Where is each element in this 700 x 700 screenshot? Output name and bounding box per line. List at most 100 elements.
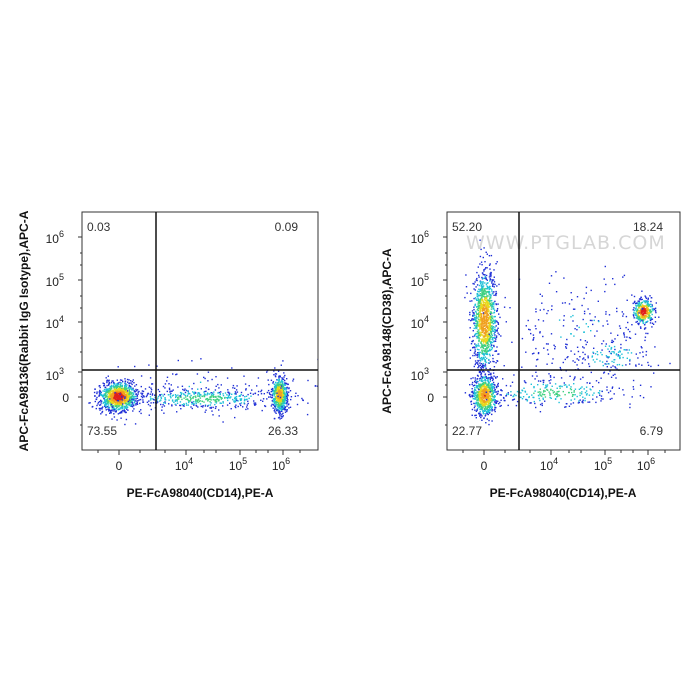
left-event-2180 <box>247 408 249 410</box>
right-event-971 <box>483 290 485 292</box>
left-event-2068 <box>286 391 288 393</box>
right-event-669 <box>481 345 484 347</box>
right-event-1559 <box>476 387 478 389</box>
left-event-880 <box>132 393 135 395</box>
left-event-391 <box>133 404 135 406</box>
right-event-608 <box>476 284 479 286</box>
left-event-1986 <box>276 389 278 391</box>
right-event-1384 <box>491 389 493 392</box>
right-event-857 <box>488 325 490 327</box>
right-event-838 <box>485 335 488 337</box>
left-event-1027 <box>119 390 121 393</box>
left-event-2042 <box>275 396 277 398</box>
right-event-2178 <box>574 376 576 378</box>
left-event-1747 <box>278 387 281 389</box>
left-event-234 <box>120 382 123 384</box>
right-event-1121 <box>464 392 467 394</box>
right-event-2618 <box>597 300 599 302</box>
right-event-2608 <box>492 372 495 374</box>
left-event-1999 <box>278 407 280 410</box>
right-event-2354 <box>585 390 588 392</box>
left-event-2124 <box>274 401 277 404</box>
right-event-672 <box>469 311 471 314</box>
right-event-823 <box>484 315 486 317</box>
right-event-2702 <box>583 357 585 359</box>
left-event-950 <box>116 396 118 399</box>
right-event-2033 <box>637 323 639 325</box>
right-event-1413 <box>480 402 482 404</box>
right-event-2024 <box>647 298 649 301</box>
left-event-853 <box>121 389 123 391</box>
right-event-2224 <box>511 381 514 383</box>
right-event-2115 <box>647 308 649 311</box>
left-event-1062 <box>100 400 103 402</box>
right-event-1095 <box>481 293 483 296</box>
right-event-1566 <box>484 385 486 387</box>
left-event-704 <box>121 400 123 402</box>
right-event-2081 <box>640 298 642 301</box>
left-event-438 <box>94 395 96 397</box>
right-event-1595 <box>493 399 495 401</box>
left-event-1454 <box>212 393 215 396</box>
left-event-1071 <box>123 391 125 393</box>
right-event-704 <box>487 304 489 306</box>
right-event-887 <box>491 293 494 295</box>
right-event-1230 <box>496 393 498 396</box>
right-plot: WWW.PTGLAB.COM 52.20 18.24 22.77 6.79 0 … <box>380 211 681 500</box>
right-event-1798 <box>485 401 488 403</box>
right-event-548 <box>478 365 480 367</box>
right-event-2045 <box>645 307 648 309</box>
right-event-1460 <box>482 392 485 395</box>
right-event-2385 <box>537 394 540 397</box>
right-event-163 <box>490 294 492 296</box>
right-event-2407 <box>546 385 548 388</box>
left-event-483 <box>137 391 139 393</box>
right-event-2560 <box>617 334 619 336</box>
right-event-928 <box>477 313 479 315</box>
right-event-1711 <box>487 393 490 395</box>
left-event-1119 <box>232 387 234 389</box>
left-event-1318 <box>189 396 191 398</box>
right-event-2167 <box>574 388 577 390</box>
left-event-721 <box>106 398 109 400</box>
right-event-617 <box>493 286 495 288</box>
right-event-646 <box>484 350 486 353</box>
left-event-1279 <box>207 398 209 401</box>
right-event-2323 <box>576 395 578 398</box>
right-event-2089 <box>648 309 651 311</box>
right-event-456 <box>476 362 479 364</box>
left-event-1239 <box>255 403 257 406</box>
right-event-2550 <box>620 347 622 349</box>
right-event-27 <box>492 279 495 281</box>
right-event-1561 <box>486 394 488 396</box>
right-event-1837 <box>633 317 635 319</box>
right-event-2425 <box>543 347 545 349</box>
right-event-746 <box>495 320 498 322</box>
left-event-1121 <box>177 386 179 388</box>
right-event-2174 <box>558 390 560 393</box>
right-event-1609 <box>484 390 486 392</box>
left-event-600 <box>128 388 130 391</box>
right-event-2689 <box>606 320 608 322</box>
left-event-610 <box>125 407 128 409</box>
right-event-130 <box>504 296 506 299</box>
right-event-2093 <box>644 316 646 318</box>
right-event-984 <box>478 353 481 356</box>
right-event-1688 <box>489 395 491 397</box>
right-event-721 <box>491 290 493 293</box>
left-event-1096 <box>112 391 115 394</box>
left-event-2048 <box>282 407 284 410</box>
right-event-1817 <box>651 305 654 308</box>
left-event-1623 <box>271 396 274 398</box>
right-event-1496 <box>487 403 489 406</box>
right-event-2170 <box>536 375 538 377</box>
left-event-991 <box>98 391 100 393</box>
left-event-2162 <box>196 373 199 375</box>
right-event-153 <box>497 327 499 329</box>
right-event-761 <box>481 328 483 330</box>
left-event-1338 <box>254 392 257 394</box>
left-event-2125 <box>279 389 281 392</box>
right-event-964 <box>488 336 490 338</box>
right-event-488 <box>488 295 490 297</box>
right-event-17 <box>486 294 488 297</box>
